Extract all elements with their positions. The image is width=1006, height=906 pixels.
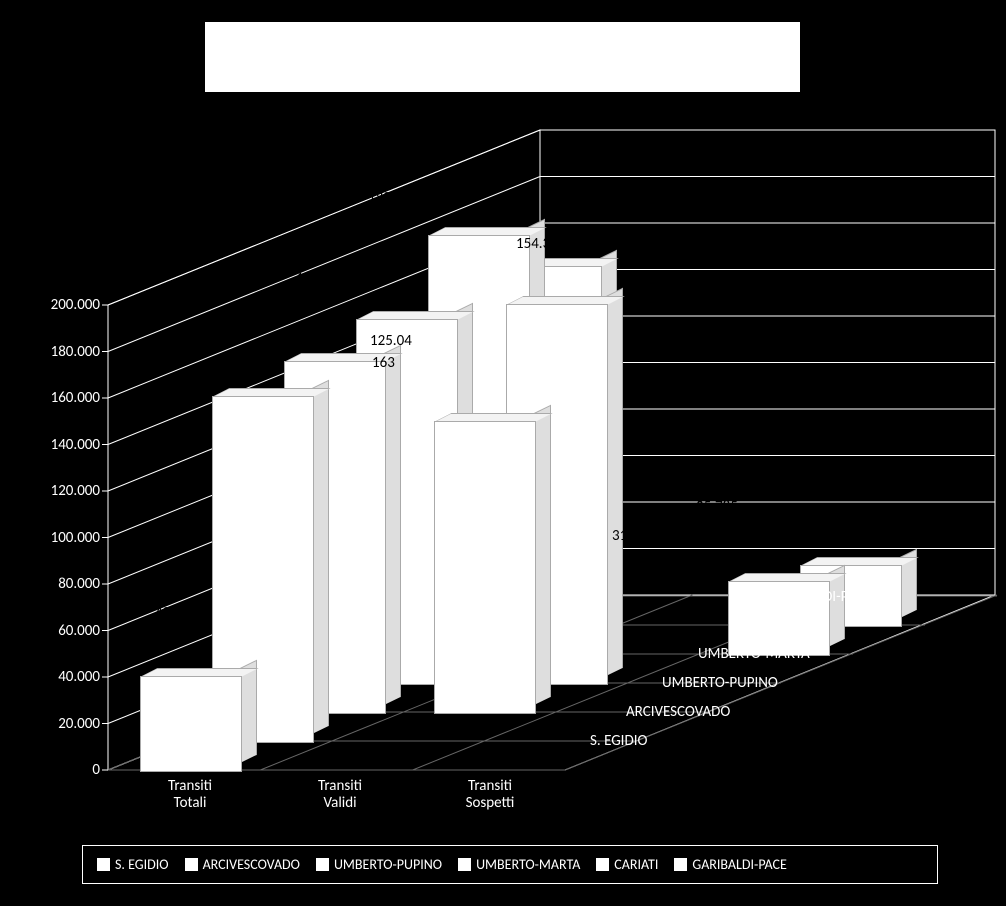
legend-label: GARIBALDI-PACE (692, 856, 786, 873)
data-label: 154.377 (516, 235, 565, 253)
series-label: GARIBALDI-PACE (770, 588, 871, 606)
data-label: 163 (372, 354, 395, 372)
legend-label: CARIATI (614, 856, 658, 873)
data-label: 151.02 (222, 312, 264, 330)
y-tick: 100.000 (0, 529, 100, 547)
legend-swatch (596, 858, 609, 871)
series-label: UMBERTO-MARTA (698, 645, 810, 663)
series-label: CARIATI (770, 617, 817, 635)
data-label: 40.35 (155, 604, 189, 622)
legend-item: ARCIVESCOVADO (185, 856, 300, 873)
y-tick: 20.000 (0, 715, 100, 733)
data-label: 25.785 (696, 498, 738, 516)
category-label: TransitiTotali (130, 778, 250, 813)
y-tick: 160.000 (0, 389, 100, 407)
legend-swatch (316, 858, 329, 871)
legend-label: S. EGIDIO (115, 856, 169, 873)
legend-item: GARIBALDI-PACE (674, 856, 786, 873)
chart-legend: S. EGIDIO ARCIVESCOVADO UMBERTO-PUPINO UMBE… (82, 845, 938, 884)
series-label: ARCIVESCOVADO (626, 703, 730, 721)
legend-item: UMBERTO-PUPINO (316, 856, 442, 873)
y-tick: 180.000 (0, 343, 100, 361)
y-tick: 60.000 (0, 622, 100, 640)
data-label: 148.52 (151, 347, 193, 365)
y-tick: 80.000 (0, 575, 100, 593)
series-label: UMBERTO-PUPINO (662, 674, 778, 692)
legend-item: UMBERTO-MARTA (458, 856, 580, 873)
legend-swatch (97, 858, 110, 871)
y-tick: 120.000 (0, 482, 100, 500)
data-label: 31.40 (612, 527, 646, 545)
legend-swatch (674, 858, 687, 871)
legend-item: S. EGIDIO (97, 856, 169, 873)
y-tick: 0 (0, 761, 100, 779)
legend-item: CARIATI (596, 856, 658, 873)
data-label: 125.04 (370, 332, 412, 350)
data-label: 156.45 (296, 270, 338, 288)
y-tick: 200.000 (0, 296, 100, 314)
category-label: TransitiValidi (280, 778, 400, 813)
y-tick: 40.000 (0, 668, 100, 686)
series-label: S. EGIDIO (590, 732, 647, 750)
legend-swatch (458, 858, 471, 871)
chart-axes (0, 0, 1006, 906)
data-label: 180.162 (368, 189, 417, 207)
chart-stage: { "chart": { "type": "bar-3d", "backgrou… (0, 0, 1006, 906)
y-tick: 140.000 (0, 436, 100, 454)
legend-label: ARCIVESCOVADO (203, 856, 300, 873)
legend-label: UMBERTO-MARTA (476, 856, 580, 873)
legend-swatch (185, 858, 198, 871)
legend-label: UMBERTO-PUPINO (334, 856, 442, 873)
category-label: TransitiSospetti (430, 778, 550, 813)
